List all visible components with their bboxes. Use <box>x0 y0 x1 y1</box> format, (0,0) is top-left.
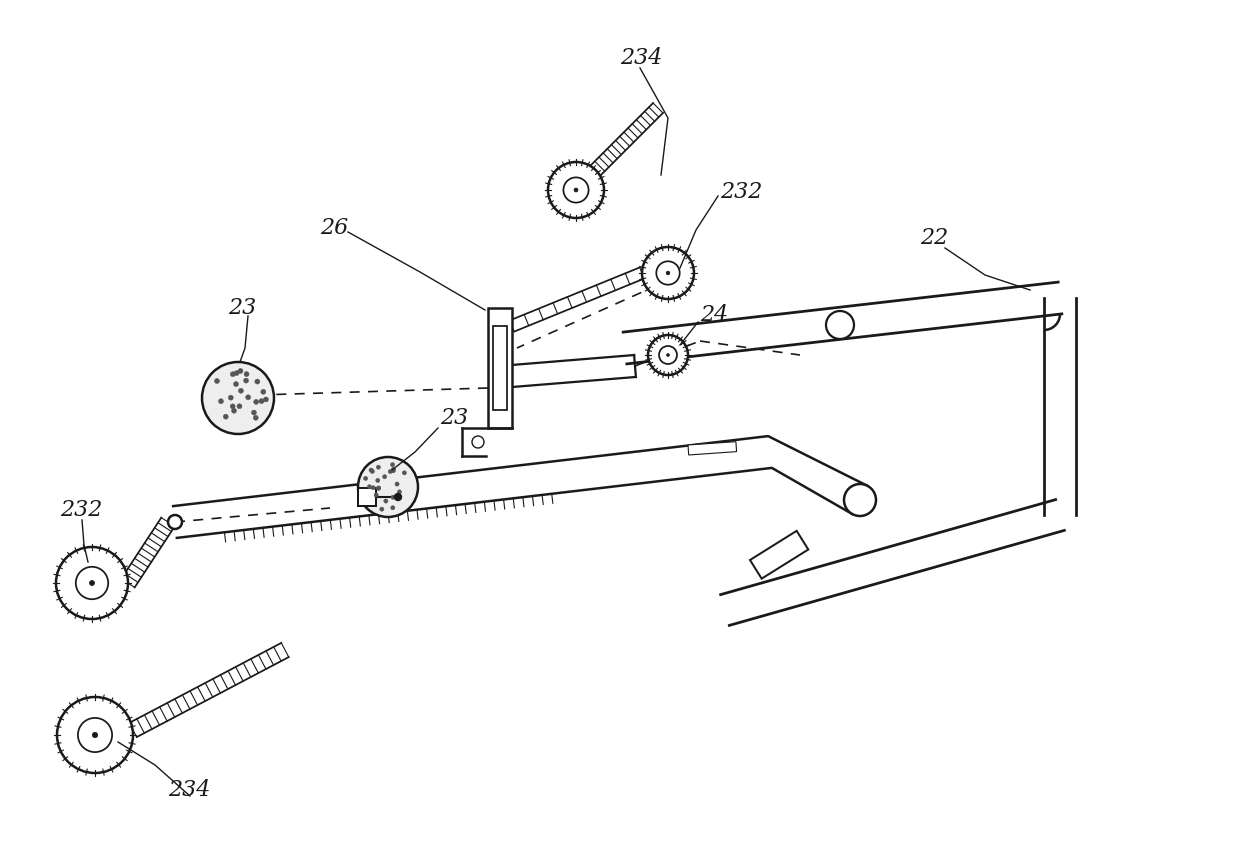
Circle shape <box>238 368 243 373</box>
Circle shape <box>370 468 373 472</box>
Circle shape <box>383 499 388 503</box>
Bar <box>489 308 512 428</box>
Text: 23: 23 <box>228 297 257 319</box>
Circle shape <box>363 476 368 480</box>
Circle shape <box>402 471 407 475</box>
Circle shape <box>167 515 182 529</box>
Text: 26: 26 <box>320 217 348 239</box>
Circle shape <box>371 486 376 490</box>
Text: 22: 22 <box>920 227 949 249</box>
Circle shape <box>228 396 233 400</box>
Circle shape <box>388 469 392 474</box>
Circle shape <box>391 468 396 473</box>
Circle shape <box>92 733 98 738</box>
Circle shape <box>376 486 381 490</box>
Circle shape <box>244 372 249 377</box>
Circle shape <box>548 162 604 218</box>
Circle shape <box>374 492 378 497</box>
Circle shape <box>233 382 238 387</box>
Circle shape <box>252 410 257 415</box>
Text: 232: 232 <box>60 499 103 521</box>
Circle shape <box>844 484 875 516</box>
Circle shape <box>392 467 396 471</box>
Circle shape <box>253 415 258 420</box>
Text: 234: 234 <box>167 779 211 801</box>
Circle shape <box>394 493 402 500</box>
Circle shape <box>667 353 670 356</box>
Circle shape <box>649 335 688 375</box>
Circle shape <box>666 271 670 275</box>
Circle shape <box>574 188 578 192</box>
Circle shape <box>215 378 219 384</box>
Circle shape <box>263 397 269 402</box>
Circle shape <box>472 436 484 448</box>
Circle shape <box>57 697 133 773</box>
Circle shape <box>377 486 381 490</box>
Circle shape <box>379 507 384 511</box>
Circle shape <box>246 395 250 400</box>
Circle shape <box>376 465 381 469</box>
Bar <box>688 442 737 455</box>
Circle shape <box>231 372 236 377</box>
Circle shape <box>391 495 396 499</box>
Text: 24: 24 <box>701 304 728 326</box>
Circle shape <box>396 482 399 486</box>
Bar <box>358 488 376 506</box>
Circle shape <box>89 581 94 585</box>
Circle shape <box>202 362 274 434</box>
Text: 234: 234 <box>620 47 662 69</box>
Circle shape <box>259 399 264 403</box>
Circle shape <box>223 414 228 420</box>
Circle shape <box>238 388 243 393</box>
Circle shape <box>231 404 236 409</box>
Circle shape <box>255 379 260 384</box>
Bar <box>750 531 808 578</box>
Text: 23: 23 <box>440 407 469 429</box>
Circle shape <box>56 547 128 619</box>
Circle shape <box>391 462 394 467</box>
Bar <box>492 326 507 410</box>
Circle shape <box>376 478 379 482</box>
Circle shape <box>218 399 223 404</box>
Circle shape <box>358 457 418 517</box>
Circle shape <box>243 378 248 384</box>
Circle shape <box>371 469 374 474</box>
Circle shape <box>254 399 259 404</box>
Circle shape <box>642 247 694 299</box>
Circle shape <box>232 408 237 414</box>
Circle shape <box>234 371 239 376</box>
Circle shape <box>383 474 387 479</box>
Circle shape <box>826 311 854 339</box>
Circle shape <box>237 404 242 408</box>
Circle shape <box>397 490 402 494</box>
Circle shape <box>391 505 394 510</box>
Circle shape <box>367 485 372 489</box>
Circle shape <box>260 390 265 395</box>
Text: 232: 232 <box>720 181 763 203</box>
